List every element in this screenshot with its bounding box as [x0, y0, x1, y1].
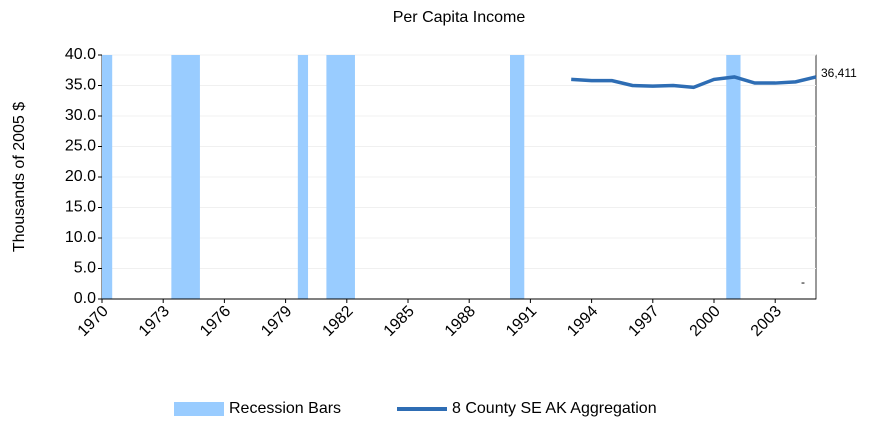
recession-bar [726, 55, 741, 299]
x-tick-label: 1985 [381, 303, 418, 340]
y-tick-label: 25.0 [65, 138, 96, 155]
x-tick-label: 1970 [75, 303, 112, 340]
line [571, 75, 817, 90]
recession-bar [326, 55, 355, 299]
legend-label: Recession Bars [229, 400, 341, 417]
x-tick-label: 1994 [564, 303, 601, 340]
recession-bar [510, 55, 525, 299]
x-tick-label: 2003 [748, 303, 785, 340]
y-tick-label: 20.0 [65, 168, 96, 185]
y-tick-label: 30.0 [65, 107, 96, 124]
x-tick-label: 1991 [503, 303, 540, 340]
x-tick-label: 1976 [197, 303, 234, 340]
y-tick-label: 5.0 [74, 260, 96, 277]
x-tick-label: 1988 [442, 303, 479, 340]
data-label: 36,411 [821, 66, 857, 80]
legend-swatch [174, 402, 224, 416]
y-tick-label: 35.0 [65, 77, 96, 94]
legend-label: 8 County SE AK Aggregation [452, 400, 657, 417]
y-tick-label: 0.0 [74, 290, 96, 307]
y-tick-label: 15.0 [65, 199, 96, 216]
chart-title: Per Capita Income [393, 9, 526, 26]
x-tick-label: 2000 [687, 303, 724, 340]
y-tick-label: 10.0 [65, 229, 96, 246]
recession-bar [171, 55, 200, 299]
recession-bar [102, 55, 113, 299]
annotation: - [801, 275, 805, 289]
recession-bar [297, 55, 309, 299]
x-tick-label: 1979 [258, 303, 295, 340]
y-tick-label: 40.0 [65, 46, 96, 63]
y-axis-label: Thousands of 2005 $ [11, 102, 28, 252]
x-tick-label: 1982 [319, 303, 356, 340]
x-tick-label: 1973 [136, 303, 173, 340]
x-tick-label: 1997 [625, 303, 662, 340]
